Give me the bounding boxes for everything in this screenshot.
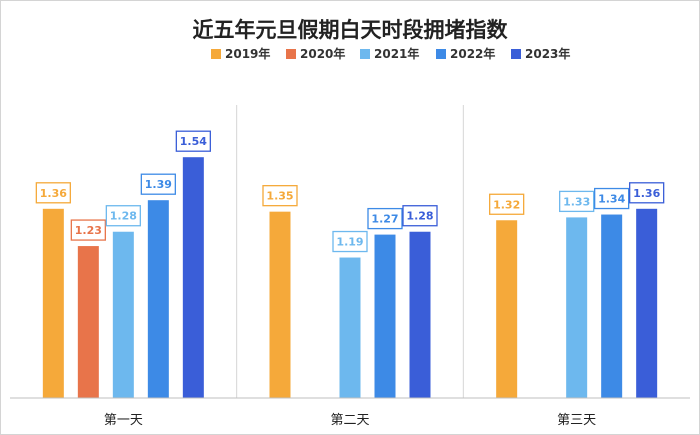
legend-swatch-0: [211, 49, 221, 59]
value-box-0-1: [70, 219, 106, 241]
bar-2-4: [636, 208, 658, 398]
bar-1-2: [339, 257, 361, 398]
value-label-1-3: 1.27: [371, 213, 398, 226]
bar-0-1: [77, 246, 99, 398]
legend-swatch-1: [286, 49, 296, 59]
value-label-2-4: 1.36: [633, 187, 660, 200]
legend-label-4: 2023年: [525, 46, 570, 61]
value-label-0-1: 1.23: [75, 224, 102, 237]
value-label-0-3: 1.39: [145, 178, 172, 191]
value-box-1-4: [402, 205, 438, 227]
value-box-0-4: [175, 130, 211, 152]
bars: [42, 157, 658, 398]
value-labels: 1.36 1.23 1.28 1.39 1.54 1.35 1.19 1.27 1.28 1.32…: [35, 130, 665, 253]
bar-2-3: [601, 214, 623, 398]
value-box-2-2: [559, 190, 595, 213]
chart-title: 近五年元旦假期白天时段拥堵指数: [193, 18, 509, 42]
value-box-0-2: [105, 205, 141, 227]
value-label-0-0: 1.36: [40, 187, 67, 200]
legend-label-3: 2022年: [450, 46, 495, 61]
value-box-1-0: [262, 185, 298, 207]
value-box-1-2: [332, 230, 368, 253]
bar-2-0: [496, 220, 518, 398]
legend-swatch-3: [436, 49, 446, 59]
value-label-0-2: 1.28: [110, 210, 137, 223]
bar-1-3: [374, 234, 396, 398]
bar-0-0: [42, 208, 64, 398]
bar-1-0: [269, 211, 291, 398]
bar-0-2: [112, 231, 134, 398]
value-label-0-4: 1.54: [180, 135, 207, 148]
legend-label-2: 2021年: [374, 46, 419, 61]
value-label-1-4: 1.28: [406, 210, 433, 223]
category-label-2: 第三天: [557, 413, 596, 428]
value-box-2-3: [594, 187, 630, 210]
value-label-2-0: 1.32: [493, 198, 520, 211]
legend-label-0: 2019年: [225, 46, 270, 61]
value-box-1-3: [367, 207, 403, 230]
category-label-1: 第二天: [330, 413, 369, 428]
category-label-0: 第一天: [104, 413, 143, 428]
category-separators: [236, 105, 464, 398]
value-label-1-0: 1.35: [266, 190, 293, 203]
value-box-0-3: [140, 173, 176, 195]
bar-0-3: [147, 200, 169, 398]
legend: 2019年 2020年 2021年 2022年 2023年: [211, 46, 570, 61]
value-label-2-2: 1.33: [563, 195, 590, 208]
legend-swatch-4: [511, 49, 521, 59]
value-label-2-3: 1.34: [598, 193, 625, 206]
bar-0-4: [182, 157, 204, 398]
value-box-2-0: [489, 193, 525, 215]
value-label-1-2: 1.19: [336, 236, 363, 249]
value-box-2-4: [629, 182, 665, 204]
value-box-0-0: [35, 182, 71, 204]
category-labels: 第一天 第二天 第三天: [104, 413, 596, 428]
legend-label-1: 2020年: [300, 46, 345, 61]
legend-swatch-2: [360, 49, 370, 59]
bar-2-2: [566, 217, 588, 398]
bar-1-4: [409, 231, 431, 398]
